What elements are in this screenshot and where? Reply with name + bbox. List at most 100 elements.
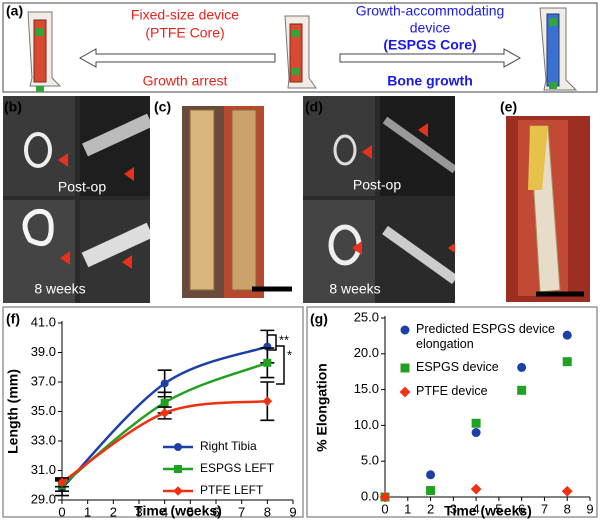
y-tick-label: 25.0 — [354, 309, 379, 324]
x-tick-label: 8 — [564, 501, 571, 516]
x-tick-label: 1 — [84, 504, 91, 519]
y-tick-label: 20.0 — [354, 345, 379, 360]
outcome-label: Growth arrest — [143, 73, 228, 89]
marker — [517, 385, 527, 395]
leg-illustration — [284, 15, 317, 89]
y-tick-label: 5.0 — [361, 453, 379, 468]
y-tick-label: 31.0 — [31, 462, 56, 477]
legend-marker — [400, 363, 410, 373]
marker — [562, 330, 572, 340]
y-tick-label: 37.0 — [31, 373, 56, 388]
x-tick-label: 2 — [110, 504, 117, 519]
leg-illustration — [27, 11, 62, 92]
panel-frame — [2, 306, 304, 518]
device-label: Growth-accommodating — [356, 3, 505, 19]
panel-frame — [2, 2, 598, 93]
legend-marker — [399, 386, 411, 398]
y-tick-label: 39.0 — [31, 344, 56, 359]
legend-marker — [174, 465, 182, 473]
legend-label: Predicted ESPGS device elongation — [416, 322, 555, 351]
x-tick-label: 4 — [472, 501, 479, 516]
arrow — [339, 48, 522, 68]
device-photo — [150, 96, 300, 303]
photo-label: Post-op — [353, 177, 401, 193]
x-tick-label: 6 — [212, 504, 219, 519]
legend-label: Right Tibia — [200, 439, 257, 453]
x-axis-title: Time (weeks) — [444, 503, 532, 519]
panel-frame — [306, 306, 598, 518]
x-tick-label: 3 — [135, 504, 142, 519]
x-tick-label: 1 — [404, 501, 411, 516]
y-tick-label: 33.0 — [31, 432, 56, 447]
x-axis-title: Time (weeks) — [134, 503, 222, 519]
marker — [426, 486, 436, 496]
significance-bracket — [268, 334, 277, 351]
panel-label: (g) — [310, 311, 328, 327]
leg-illustration — [539, 7, 578, 91]
x-tick-label: 7 — [238, 504, 245, 519]
legend-label: ESPGS LEFT — [200, 461, 275, 475]
x-tick-label: 0 — [381, 501, 388, 516]
y-tick-label: 15.0 — [354, 381, 379, 396]
legend-label: PTFE LEFT — [200, 483, 264, 497]
photo-label: Post-op — [58, 179, 106, 195]
device-label: Fixed-size device — [131, 7, 239, 23]
marker — [426, 470, 436, 480]
x-tick-label: 5 — [187, 504, 194, 519]
significance-bracket — [276, 345, 285, 385]
y-tick-label: 0.0 — [361, 488, 379, 503]
x-tick-label: 7 — [541, 501, 548, 516]
legend-marker — [400, 325, 410, 335]
marker — [471, 418, 481, 428]
x-tick-label: 0 — [58, 504, 65, 519]
legend-marker — [174, 443, 182, 451]
x-tick-label: 4 — [161, 504, 168, 519]
x-tick-label: 2 — [427, 501, 434, 516]
x-tick-label: 3 — [450, 501, 457, 516]
y-tick-label: 41.0 — [31, 314, 56, 329]
photo-label: 8 weeks — [329, 281, 380, 297]
marker — [159, 408, 170, 418]
photo-label: 8 weeks — [34, 281, 85, 297]
arrow — [78, 48, 276, 68]
device-label: (ESPGS Core) — [383, 37, 476, 53]
device-photo — [455, 96, 597, 303]
panel-label: (e) — [500, 99, 517, 115]
significance-label: ** — [279, 332, 289, 347]
marker — [471, 428, 481, 438]
panel-label: (d) — [305, 99, 323, 115]
marker — [263, 358, 272, 367]
significance-label: * — [287, 347, 292, 362]
device-label: (PTFE Core) — [145, 25, 224, 41]
legend-label: PTFE device — [416, 384, 488, 398]
x-tick-label: 8 — [264, 504, 271, 519]
legend-marker — [173, 486, 183, 496]
marker — [379, 491, 391, 503]
y-axis-title: % Elongation — [314, 363, 330, 452]
marker — [57, 477, 67, 488]
y-tick-label: 29.0 — [31, 491, 56, 506]
y-tick-label: 35.0 — [31, 403, 56, 418]
x-tick-label: 9 — [586, 501, 593, 516]
marker — [160, 398, 169, 407]
legend-label: ESPGS device — [416, 360, 499, 374]
ct-image — [303, 96, 458, 303]
marker — [470, 483, 482, 495]
marker — [562, 357, 572, 367]
marker — [262, 396, 273, 406]
marker — [517, 362, 527, 372]
marker — [160, 379, 169, 388]
panel-label: (f) — [6, 311, 20, 327]
device-label: device — [410, 20, 451, 36]
x-tick-label: 6 — [518, 501, 525, 516]
x-tick-label: 9 — [289, 504, 296, 519]
panel-label: (a) — [6, 3, 23, 19]
y-tick-label: 10.0 — [354, 417, 379, 432]
y-axis-title: Length (mm) — [5, 369, 21, 454]
panel-label: (b) — [4, 99, 22, 115]
outcome-label: Bone growth — [387, 73, 473, 89]
marker — [561, 485, 573, 497]
x-tick-label: 5 — [495, 501, 502, 516]
